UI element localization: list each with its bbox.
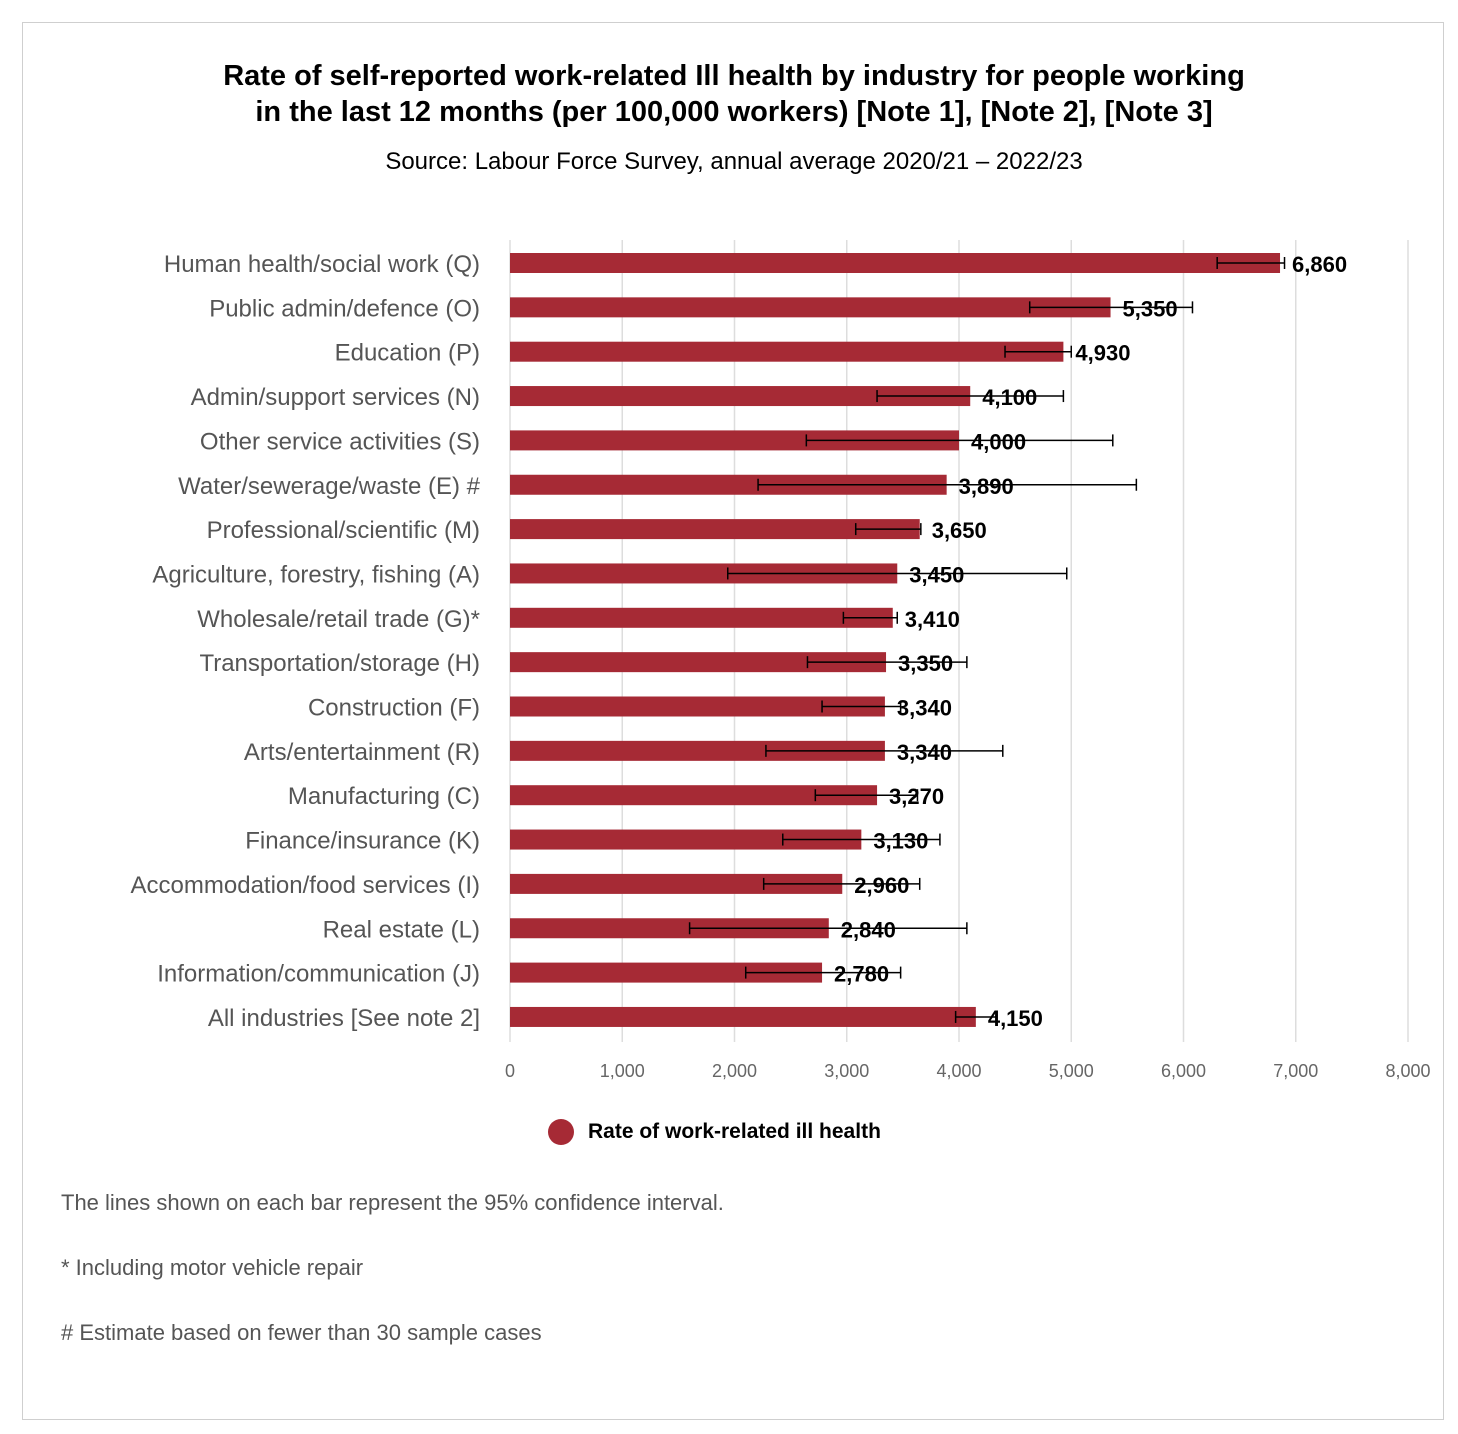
bar [510, 519, 920, 540]
bar [510, 341, 1064, 362]
note-motor-vehicle: * Including motor vehicle repair [61, 1255, 364, 1280]
category-label: Arts/entertainment (R) [244, 739, 480, 766]
x-tick-label: 1,000 [600, 1061, 645, 1081]
bar [510, 918, 829, 939]
x-axis-tick-labels: 0 1,000 2,000 3,000 4,000 5,000 6,000 7,000 8,00… [505, 1061, 1431, 1081]
data-label: 3,130 [873, 829, 928, 854]
data-label: 3,450 [909, 562, 964, 587]
data-label: 3,350 [898, 651, 953, 676]
data-label: 2,960 [854, 873, 909, 898]
data-label: 5,350 [1123, 296, 1178, 321]
note-sample-cases: # Estimate based on fewer than 30 sample… [61, 1320, 542, 1345]
bar [510, 652, 887, 673]
category-label: Construction (F) [308, 695, 480, 722]
data-label: 3,650 [932, 518, 987, 543]
category-label: Manufacturing (C) [288, 783, 480, 810]
x-tick-label: 7,000 [1273, 1061, 1318, 1081]
x-tick-label: 3,000 [824, 1061, 869, 1081]
bar [510, 563, 898, 584]
bar [510, 785, 878, 806]
data-label: 2,780 [834, 962, 889, 987]
chart-title-line-1: Rate of self-reported work-related Ill h… [223, 60, 1245, 92]
error-bars [688, 257, 1286, 1023]
category-label: Real estate (L) [323, 916, 480, 943]
bar [510, 386, 971, 407]
x-tick-label: 5,000 [1049, 1061, 1094, 1081]
chart-title-line-2: in the last 12 months (per 100,000 worke… [255, 96, 1213, 128]
x-tick-label: 8,000 [1385, 1061, 1430, 1081]
bars [510, 253, 1281, 1027]
category-label: Education (P) [335, 340, 480, 367]
category-label: Other service activities (S) [200, 428, 480, 455]
bar [510, 696, 885, 717]
chart-subtitle: Source: Labour Force Survey, annual aver… [385, 148, 1083, 175]
data-label: 2,840 [841, 917, 896, 942]
bar [510, 740, 885, 761]
data-label: 3,340 [897, 740, 952, 765]
x-tick-label: 4,000 [936, 1061, 981, 1081]
x-tick-label: 6,000 [1161, 1061, 1206, 1081]
bar [510, 873, 843, 894]
legend-label: Rate of work-related ill health [588, 1120, 881, 1143]
category-label: All industries [See note 2] [208, 1005, 480, 1032]
data-label: 3,890 [959, 474, 1014, 499]
x-tick-label: 2,000 [712, 1061, 757, 1081]
bar [510, 607, 893, 628]
bar [510, 1006, 976, 1027]
data-label: 6,860 [1292, 252, 1347, 277]
data-label: 4,930 [1075, 341, 1130, 366]
data-label: 4,100 [982, 385, 1037, 410]
category-label: Water/sewerage/waste (E) # [178, 473, 481, 500]
category-label: Professional/scientific (M) [207, 517, 480, 544]
note-confidence-interval: The lines shown on each bar represent th… [61, 1190, 724, 1215]
category-labels: Human health/social work (Q) Public admin… [131, 251, 481, 1032]
data-label: 4,150 [988, 1006, 1043, 1031]
bar [510, 297, 1111, 318]
bar [510, 829, 862, 850]
category-label: Agriculture, forestry, fishing (A) [152, 561, 480, 588]
legend: Rate of work-related ill health [548, 1117, 881, 1147]
category-label: Admin/support services (N) [191, 384, 480, 411]
category-label: Wholesale/retail trade (G)* [197, 606, 480, 633]
x-tick-label: 0 [505, 1061, 515, 1081]
bar [510, 962, 823, 983]
chart-title: Rate of self-reported work-related Ill h… [0, 58, 1458, 130]
legend-marker-icon [548, 1119, 574, 1145]
data-label: 4,000 [971, 429, 1026, 454]
category-label: Human health/social work (Q) [164, 251, 480, 278]
category-label: Accommodation/food services (I) [131, 872, 480, 899]
data-label: 3,410 [905, 607, 960, 632]
category-label: Finance/insurance (K) [245, 828, 480, 855]
data-labels: 6,860 5,350 4,930 4,100 4,000 3,890 3,650 3,450… [834, 252, 1347, 1031]
category-label: Transportation/storage (H) [199, 650, 480, 677]
data-label: 3,270 [889, 784, 944, 809]
data-label: 3,340 [897, 696, 952, 721]
bar [510, 253, 1281, 273]
bar [510, 430, 959, 451]
gridlines [509, 240, 1409, 1042]
category-label: Public admin/defence (O) [209, 295, 480, 322]
bar [510, 474, 947, 495]
category-label: Information/communication (J) [157, 961, 480, 988]
